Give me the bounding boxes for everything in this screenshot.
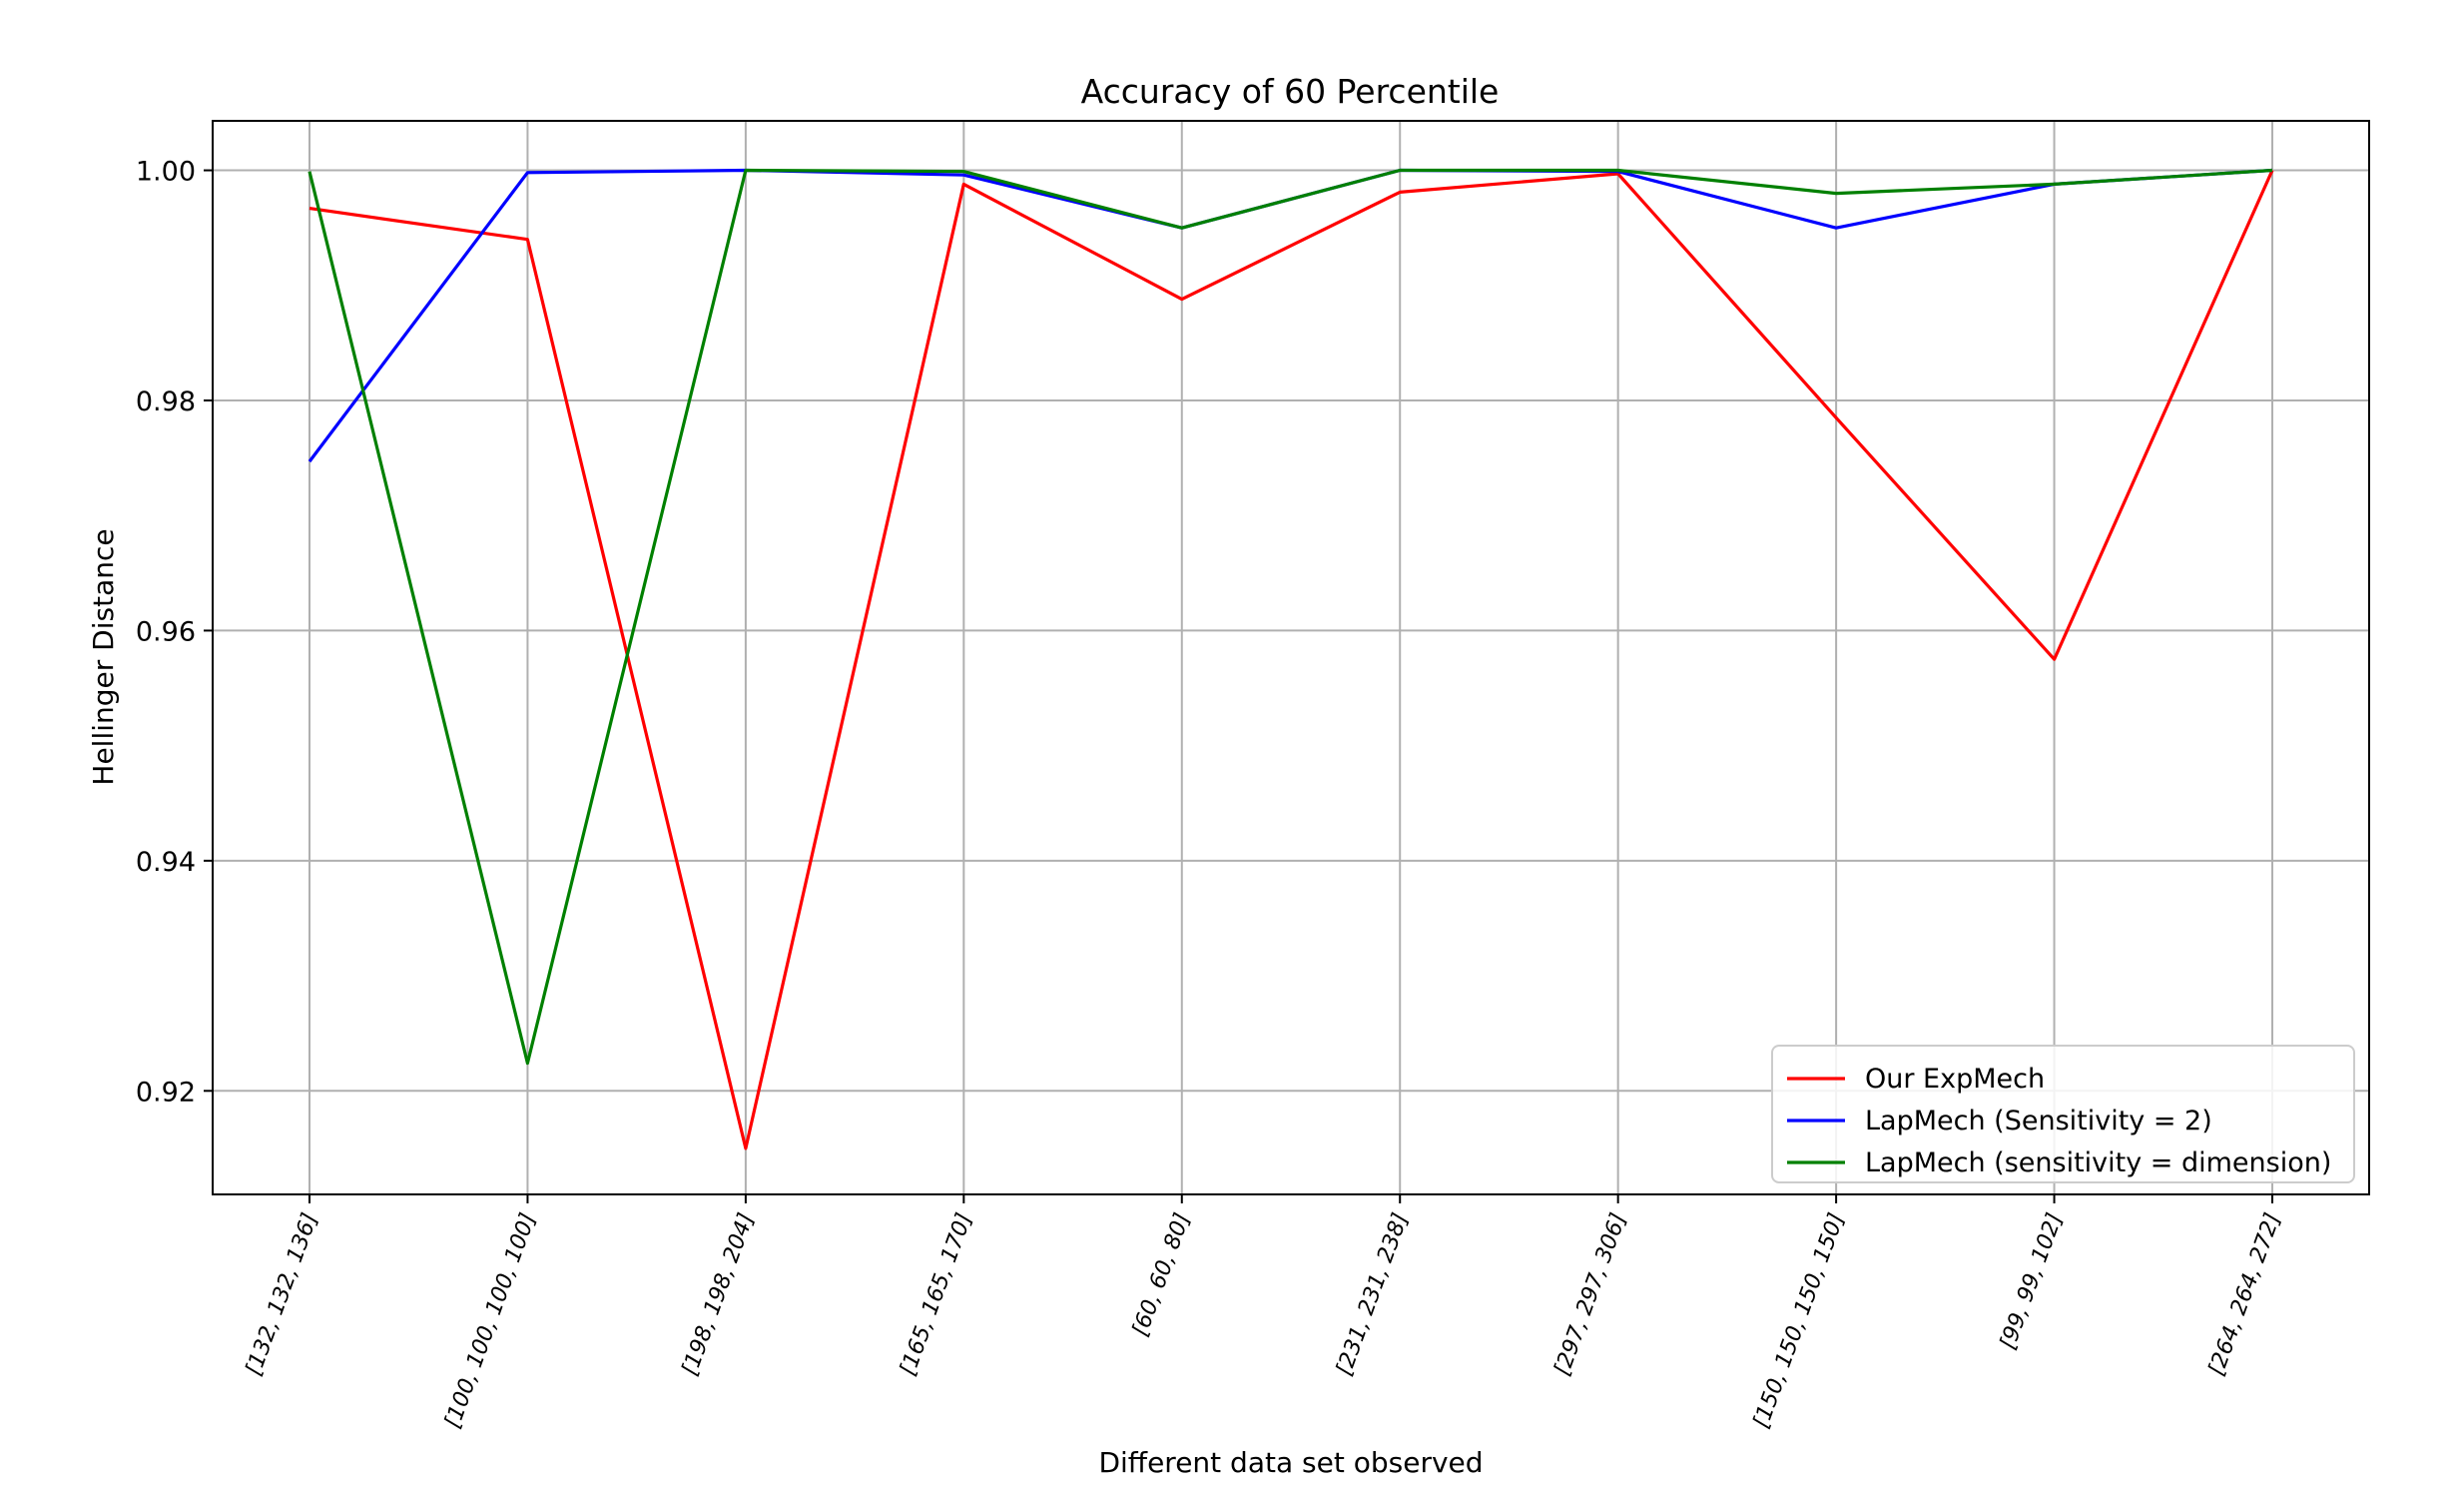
legend-entry: LapMech (sensitivity = dimension) (1865, 1147, 2331, 1178)
x-tick-label: [132, 132, 136] (242, 1210, 323, 1379)
grid-lines (213, 121, 2369, 1194)
y-tick-label: 0.94 (136, 847, 196, 878)
series-line-3 (308, 168, 2273, 1066)
y-axis-label: Hellinger Distance (87, 528, 120, 785)
x-tick-label: [60, 60, 80] (1128, 1210, 1196, 1340)
y-tick-label: 0.92 (136, 1077, 196, 1108)
legend-entry: Our ExpMech (1865, 1064, 2045, 1095)
series-line-2 (308, 168, 2273, 463)
legend: Our ExpMech LapMech (Sensitivity = 2) LapM… (1771, 1045, 2355, 1183)
x-tick-label: [100, 100, 100, 100] (440, 1210, 541, 1432)
x-tick-label: [297, 297, 306] (1549, 1210, 1631, 1379)
axis-ticks: [132, 132, 136] [100, 100, 100, 100] [198,… (136, 157, 2286, 1432)
x-tick-label: [99, 99, 102] (1996, 1210, 2068, 1353)
series-lines (308, 168, 2274, 1150)
x-tick-label: [165, 165, 170] (896, 1210, 977, 1379)
x-axis-label: Different data set observed (1098, 1446, 1483, 1479)
series-line-1 (308, 169, 2274, 1150)
legend-box (1771, 1045, 2355, 1183)
y-tick-label: 1.00 (136, 157, 196, 188)
y-tick-label: 0.98 (136, 386, 196, 417)
y-tick-label: 0.96 (136, 616, 196, 647)
x-tick-label: [198, 198, 204] (678, 1210, 760, 1379)
plot-frame (212, 120, 2370, 1195)
x-tick-label: [231, 231, 238] (1332, 1210, 1414, 1379)
legend-entry: LapMech (Sensitivity = 2) (1865, 1106, 2212, 1136)
chart-title: Accuracy of 60 Percentile (1081, 72, 1500, 111)
x-tick-label: [264, 264, 272] (2204, 1210, 2286, 1379)
x-tick-label: [150, 150, 150, 150] (1749, 1210, 1850, 1432)
